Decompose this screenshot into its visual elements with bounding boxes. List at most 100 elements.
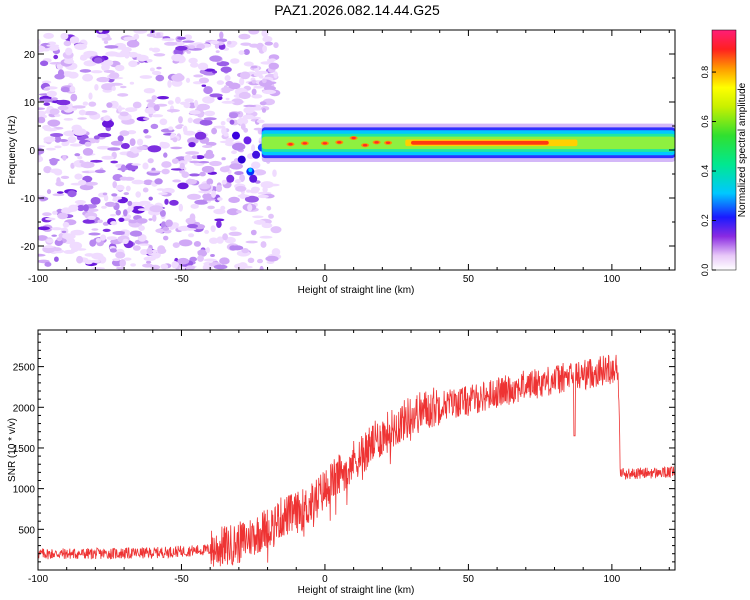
noise-blob: [95, 238, 102, 243]
noise-blob: [117, 93, 129, 97]
noise-blob: [168, 126, 174, 131]
noise-blob: [68, 204, 79, 212]
noise-blob: [128, 60, 138, 68]
noise-blob: [154, 178, 163, 185]
noise-blob: [88, 101, 97, 107]
noise-blob: [251, 88, 257, 96]
noise-blob: [221, 157, 226, 161]
noise-blob: [43, 102, 51, 106]
noise-blob: [114, 42, 127, 50]
noise-blob: [156, 188, 165, 191]
noise-blob: [106, 102, 113, 108]
noise-blob: [206, 178, 214, 185]
spectrogram-marks: [38, 30, 675, 270]
noise-blob: [260, 181, 274, 189]
y-tick-label: -20: [21, 242, 36, 253]
noise-blob: [152, 214, 157, 222]
noise-blob: [153, 53, 166, 57]
noise-blob: [272, 169, 277, 177]
noise-blob: [205, 247, 210, 254]
noise-blob: [161, 38, 175, 42]
noise-blob: [164, 198, 169, 205]
noise-blob: [107, 147, 121, 151]
noise-blob: [129, 138, 136, 147]
noise-blob: [226, 208, 240, 216]
noise-blob: [216, 80, 225, 85]
noise-blob: [82, 101, 89, 106]
noise-blob: [94, 57, 103, 64]
noise-blob: [199, 171, 206, 177]
noise-blob: [157, 96, 169, 100]
noise-blob: [167, 100, 174, 105]
noise-blob: [125, 185, 131, 192]
noise-blob: [102, 119, 114, 128]
noise-blob: [103, 70, 115, 73]
noise-blob: [52, 193, 65, 197]
y-tick-label: 500: [18, 525, 35, 536]
noise-blob: [138, 225, 145, 232]
noise-blob: [56, 191, 64, 194]
noise-blob: [38, 226, 50, 231]
noise-blob: [189, 173, 200, 177]
noise-blob: [115, 209, 122, 216]
noise-blob: [268, 62, 279, 70]
y-tick-label: 20: [24, 50, 36, 61]
colorbar: 0.0 0.2 0.4 0.6 0.8 Normalized spectral ampl…: [700, 29, 748, 276]
noise-blob: [60, 175, 70, 179]
noise-blob: [220, 121, 226, 126]
noise-blob: [225, 97, 230, 101]
noise-blob: [214, 218, 225, 222]
noise-blob: [42, 245, 55, 249]
noise-blob: [50, 133, 64, 137]
noise-blob: [46, 189, 52, 195]
noise-blob: [177, 36, 186, 40]
noise-blob: [215, 50, 220, 53]
noise-blob: [166, 109, 180, 113]
noise-blob: [183, 102, 191, 109]
noise-blob: [77, 204, 85, 212]
noise-blob: [151, 249, 158, 254]
noise-blob: [120, 143, 130, 149]
snr-ticks: -100 -50 0 50 100 2500 2000 1500 1000 500: [13, 330, 675, 585]
noise-blob: [187, 117, 193, 124]
noise-blob: [261, 108, 267, 113]
noise-blob: [90, 197, 101, 205]
noise-blob: [190, 203, 199, 209]
noise-blob: [171, 158, 179, 164]
noise-blob: [129, 81, 135, 85]
noise-blob: [142, 187, 149, 193]
noise-blob: [135, 191, 141, 198]
noise-blob: [158, 192, 168, 195]
noise-blob: [147, 158, 154, 164]
noise-blob: [62, 221, 70, 228]
noise-blob: [51, 97, 58, 101]
noise-blob: [224, 75, 231, 82]
noise-blob: [151, 114, 164, 118]
noise-blob: [194, 199, 209, 205]
noise-blob: [57, 212, 68, 220]
noise-blob: [148, 218, 153, 221]
noise-blob: [184, 98, 194, 103]
noise-blob: [177, 182, 189, 190]
noise-blob: [198, 183, 211, 190]
noise-blob: [189, 160, 201, 164]
noise-blob: [90, 159, 103, 163]
noise-blob: [202, 96, 215, 104]
onset-core: [248, 168, 253, 173]
noise-blob: [38, 39, 41, 45]
noise-blob: [193, 241, 201, 247]
chart-title: PAZ1.2026.082.14.44.G25: [274, 2, 440, 18]
noise-blob: [204, 68, 216, 72]
noise-blob: [143, 129, 149, 134]
noise-blob: [76, 255, 84, 264]
noise-blob: [115, 184, 125, 191]
noise-blob: [62, 233, 76, 240]
noise-blob: [201, 84, 207, 87]
noise-blob: [50, 168, 62, 174]
noise-blob: [110, 213, 117, 217]
noise-blob: [273, 71, 279, 79]
noise-blob: [127, 204, 134, 212]
noise-blob: [74, 43, 87, 50]
noise-blob: [239, 77, 245, 86]
signal-hotspot-core: [337, 141, 342, 144]
